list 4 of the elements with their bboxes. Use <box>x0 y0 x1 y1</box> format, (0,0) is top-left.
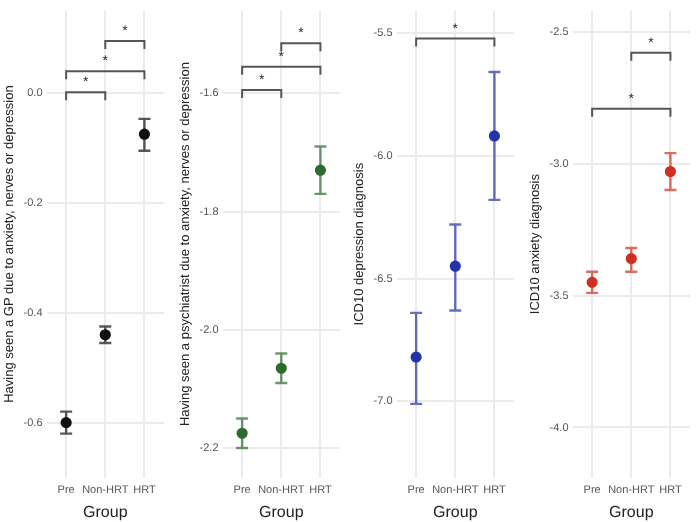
x-axis-title: Group <box>433 502 479 521</box>
x-axis-title: Group <box>83 502 129 521</box>
x-axis-title: Group <box>258 502 304 521</box>
x-axis-title: Group <box>608 502 654 521</box>
